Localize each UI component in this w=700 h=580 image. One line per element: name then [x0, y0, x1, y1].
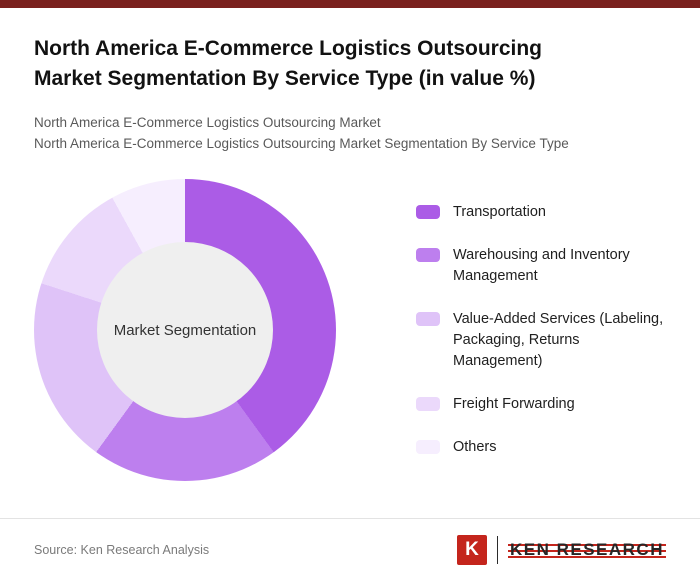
donut-center: Market Segmentation: [97, 242, 273, 419]
legend-swatch: [416, 397, 440, 412]
logo-wordmark: KEN RESEARCH: [507, 538, 666, 562]
ken-research-logo: K KEN RESEARCH: [456, 534, 666, 565]
page-subtitles: North America E-Commerce Logistics Outso…: [34, 112, 666, 155]
logo-stripe: [507, 543, 666, 546]
subtitle-line-2: North America E-Commerce Logistics Outso…: [34, 136, 569, 152]
legend-item-transportation: Transportation: [416, 202, 673, 223]
top-accent-bar: [0, 0, 700, 8]
subtitle-line-1: North America E-Commerce Logistics Outso…: [34, 114, 381, 130]
legend-label: Freight Forwarding: [453, 396, 575, 413]
logo-k-icon: K: [456, 534, 487, 565]
page-title-line-1: North America E-Commerce Logistics Outso…: [34, 37, 542, 60]
donut-chart: Market Segmentation: [34, 179, 336, 482]
chart-legend: Transportation Warehousing and Inventory…: [416, 202, 673, 458]
footer: Source: Ken Research Analysis K KEN RESE…: [0, 518, 700, 580]
legend-swatch: [416, 205, 440, 219]
page-title: North America E-Commerce Logistics Outso…: [34, 34, 666, 95]
legend-item-others: Others: [416, 437, 673, 458]
logo-text: KEN RESEARCH: [509, 539, 664, 559]
chart-area: Market Segmentation Transportation Wareh…: [34, 179, 666, 482]
logo-divider: [496, 535, 498, 564]
source-text: Source: Ken Research Analysis: [34, 542, 210, 557]
logo-stripe: [507, 555, 666, 558]
legend-label: Others: [453, 439, 497, 456]
legend-item-freight-forwarding: Freight Forwarding: [416, 394, 673, 415]
legend-swatch: [416, 248, 440, 263]
legend-item-warehousing: Warehousing and Inventory Management: [416, 245, 673, 287]
logo-stripe: [507, 549, 666, 552]
legend-label: Warehousing and Inventory Management: [453, 247, 630, 285]
legend-label: Value-Added Services (Labeling, Packagin…: [453, 311, 664, 370]
page-title-line-2: Market Segmentation By Service Type (in …: [34, 67, 536, 91]
donut-center-label: Market Segmentation: [113, 321, 257, 339]
legend-item-value-added-services: Value-Added Services (Labeling, Packagin…: [416, 309, 673, 372]
page-content: North America E-Commerce Logistics Outso…: [0, 8, 700, 482]
donut-chart-wrap: Market Segmentation: [34, 179, 336, 482]
legend-swatch: [416, 440, 440, 455]
legend-swatch: [416, 312, 440, 327]
legend-label: Transportation: [453, 204, 546, 220]
